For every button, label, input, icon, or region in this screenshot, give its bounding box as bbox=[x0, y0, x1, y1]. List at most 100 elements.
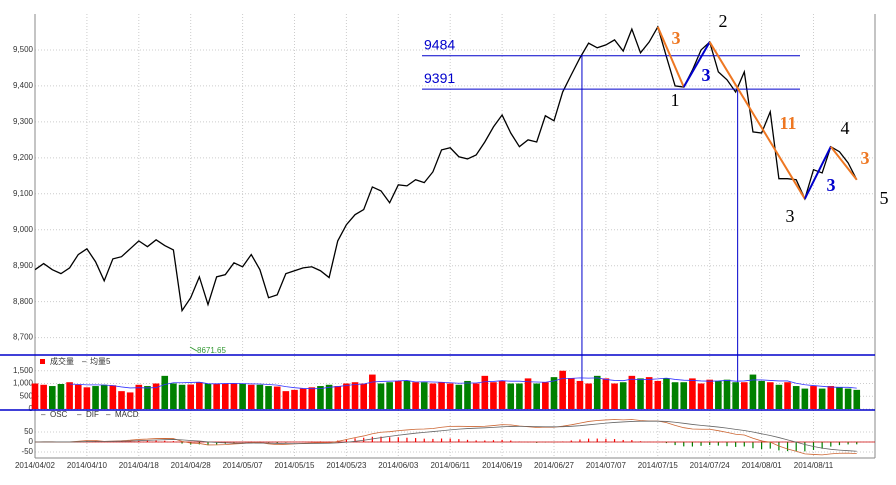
osc-bar bbox=[181, 442, 183, 444]
volume-bar bbox=[291, 389, 298, 409]
volume-bar bbox=[619, 382, 627, 409]
volume-bar bbox=[836, 387, 843, 409]
trend-line bbox=[830, 146, 858, 181]
osc-bar bbox=[164, 440, 166, 442]
osc-bar bbox=[838, 442, 841, 446]
volume-bar bbox=[853, 389, 861, 409]
osc-bar bbox=[821, 442, 823, 449]
level-label: 9391 bbox=[424, 70, 455, 86]
legend-sep: – bbox=[106, 410, 111, 419]
volume-bar bbox=[343, 383, 350, 409]
osc-bar bbox=[216, 442, 218, 445]
volume-bar bbox=[507, 383, 515, 409]
volume-bar bbox=[317, 386, 324, 409]
wave-label: 3 bbox=[827, 175, 836, 195]
min-label: 8671.65 bbox=[197, 346, 226, 355]
osc-bar bbox=[172, 441, 174, 442]
osc-bar bbox=[812, 442, 815, 450]
osc-bar bbox=[432, 438, 434, 442]
y-tick-label: 8,900 bbox=[13, 261, 34, 270]
volume-bar bbox=[844, 388, 852, 409]
volume-bar bbox=[524, 378, 532, 409]
volume-bar bbox=[420, 382, 428, 409]
volume-bar bbox=[412, 382, 419, 409]
volume-bar bbox=[706, 379, 713, 409]
volume-bar bbox=[766, 382, 774, 409]
y-tick-label: 500 bbox=[20, 391, 34, 400]
volume-bar bbox=[334, 386, 342, 409]
volume-bar bbox=[758, 380, 765, 409]
volume-bar bbox=[784, 382, 791, 409]
osc-bar bbox=[354, 438, 356, 442]
osc-bar bbox=[510, 440, 512, 442]
osc-bar bbox=[709, 442, 711, 446]
y-tick-label: 9,000 bbox=[13, 225, 34, 234]
y-tick-label: 9,500 bbox=[13, 45, 34, 54]
osc-bar bbox=[371, 436, 373, 442]
volume-bar bbox=[490, 382, 497, 409]
volume-bar bbox=[118, 391, 125, 409]
y-tick-label: 9,100 bbox=[13, 189, 34, 198]
volume-bar bbox=[351, 382, 359, 409]
osc-bar bbox=[674, 442, 676, 446]
legend-label: MACD bbox=[115, 410, 139, 419]
volume-bar bbox=[265, 386, 272, 409]
volume-bar bbox=[810, 386, 817, 409]
volume-bar bbox=[74, 384, 82, 409]
volume-bar bbox=[680, 382, 688, 409]
volume-bar bbox=[92, 386, 99, 409]
volume-bar bbox=[481, 375, 489, 409]
volume-bar bbox=[152, 383, 160, 409]
volume-bar bbox=[126, 392, 134, 409]
y-tick-label: 50 bbox=[24, 427, 33, 436]
x-tick-label: 2014/06/03 bbox=[378, 461, 419, 470]
volume-bar bbox=[533, 383, 540, 409]
volume-bar bbox=[360, 383, 367, 409]
wave-label: 4 bbox=[841, 118, 850, 138]
osc-bar bbox=[761, 442, 763, 450]
volume-bar bbox=[689, 378, 696, 409]
trend-line bbox=[803, 146, 832, 200]
osc-bar bbox=[458, 439, 460, 442]
osc-bar bbox=[804, 442, 806, 452]
volume-bar bbox=[170, 383, 177, 409]
volume-bar bbox=[178, 384, 186, 409]
level-label: 9484 bbox=[424, 36, 455, 52]
osc-bar bbox=[207, 442, 209, 446]
osc-bar bbox=[613, 439, 616, 442]
volume-bar bbox=[723, 379, 731, 409]
osc-bar bbox=[415, 438, 417, 442]
volume-bar bbox=[325, 384, 333, 409]
volume-bar bbox=[542, 382, 549, 409]
volume-bar bbox=[83, 387, 91, 409]
volume-bar bbox=[282, 391, 290, 409]
volume-bar bbox=[239, 383, 246, 409]
wave-label: 3 bbox=[672, 28, 681, 48]
volume-bar bbox=[741, 382, 748, 409]
osc-bar bbox=[786, 442, 789, 452]
volume-bar bbox=[827, 386, 835, 409]
x-tick-label: 2014/08/01 bbox=[742, 461, 783, 470]
volume-bar bbox=[403, 380, 411, 409]
osc-bar bbox=[631, 440, 633, 442]
legend-sep: – bbox=[77, 410, 82, 419]
min-marker bbox=[189, 346, 198, 352]
legend-label: OSC bbox=[50, 410, 68, 419]
x-tick-label: 2014/07/07 bbox=[586, 461, 627, 470]
volume-bar bbox=[455, 384, 463, 409]
y-tick-label: 9,400 bbox=[13, 81, 34, 90]
trend-line bbox=[656, 26, 685, 88]
volume-bar bbox=[801, 388, 809, 409]
volume-bar bbox=[429, 383, 437, 409]
osc-bar bbox=[596, 438, 598, 442]
volume-bar bbox=[775, 384, 783, 409]
osc-bar bbox=[397, 437, 399, 442]
volume-bar bbox=[602, 378, 610, 409]
volume-bar bbox=[576, 380, 584, 409]
y-tick-label: -50 bbox=[21, 447, 33, 456]
volume-bar bbox=[550, 377, 558, 409]
osc-bar bbox=[484, 440, 486, 442]
volume-bar bbox=[671, 382, 679, 409]
volume-bar bbox=[559, 370, 566, 409]
